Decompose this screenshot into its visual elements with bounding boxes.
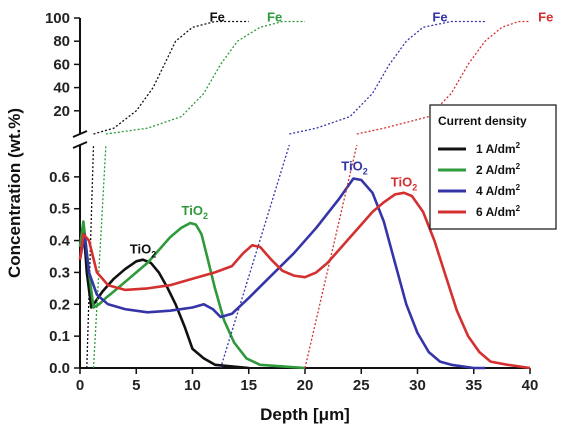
y-tick-label-upper: 60	[53, 56, 70, 73]
fe-curve-line	[105, 20, 305, 135]
annotation-text: Fe	[210, 9, 225, 24]
legend-entry-text: 4 A/dm	[476, 184, 516, 198]
tio2-label: TiO2	[182, 203, 208, 221]
x-tick-label: 25	[353, 377, 370, 394]
x-tick-label: 20	[297, 377, 314, 394]
y-tick-label-upper: 40	[53, 80, 70, 97]
tio2-profile-line	[78, 177, 485, 370]
annotation-text: Fe	[432, 9, 447, 24]
annotation-text: Fe	[538, 9, 553, 24]
annotation-subscript: 2	[412, 182, 417, 192]
annotation-subscript: 2	[203, 211, 208, 221]
tio2-label: TiO2	[341, 158, 367, 176]
annotation-text: TiO	[182, 203, 203, 218]
fe-label: Fe	[432, 9, 447, 24]
series	[78, 20, 249, 370]
legend-entry: 6 A/dm2	[476, 204, 521, 219]
fe-transition-line	[219, 144, 290, 369]
tio2-profile-line	[78, 191, 531, 370]
annotation-subscript: 2	[151, 249, 156, 259]
fe-label: Fe	[210, 9, 225, 24]
legend-entry-text: 1 A/dm	[476, 142, 516, 156]
axis-break-marks	[72, 130, 88, 149]
series	[78, 20, 531, 370]
y-axis-title: Concentration (wt.%)	[5, 108, 24, 278]
y-tick-label-lower: 0.6	[49, 169, 70, 186]
y-tick-label-lower: 0.3	[49, 264, 70, 281]
y-tick-label-lower: 0.2	[49, 296, 70, 313]
y-tick-label-lower: 0.0	[49, 360, 70, 377]
axis-break-mark	[72, 130, 88, 138]
annotation-text: TiO	[391, 174, 412, 189]
y-tick-label-lower: 0.5	[49, 201, 70, 218]
x-tick-label: 40	[522, 377, 539, 394]
legend-entry-superscript: 2	[516, 204, 521, 213]
annotation-text: Fe	[267, 9, 282, 24]
x-axis-title: Depth [μm]	[260, 405, 350, 424]
fe-curve-line	[93, 20, 249, 135]
fe-transition-line	[86, 144, 95, 369]
x-tick-label: 5	[132, 377, 140, 394]
y-tick-label-upper: 100	[45, 10, 70, 27]
legend-entry: 4 A/dm2	[476, 183, 521, 198]
tio2-label: TiO2	[391, 174, 417, 192]
y-tick-label-upper: 80	[53, 33, 70, 50]
series	[78, 20, 306, 370]
fe-curve-line	[289, 20, 485, 135]
series-layer	[78, 20, 531, 370]
annotation-text: TiO	[130, 241, 151, 256]
axis-break-mark	[72, 141, 88, 149]
x-tick-label: 15	[240, 377, 257, 394]
legend-entry-text: 2 A/dm	[476, 163, 516, 177]
legend-box	[429, 104, 557, 230]
axes: 0 5 10 15 20 25 30 35 40 0.0 0.1 0.2 0.3 0.4 0.5 0.6 20 4…	[45, 10, 538, 394]
fe-transition-line	[92, 144, 107, 369]
legend-entry: 2 A/dm2	[476, 162, 521, 177]
annotation-text: TiO	[341, 158, 362, 173]
y-tick-label-lower: 0.4	[49, 233, 71, 250]
legend-entry-superscript: 2	[516, 183, 521, 192]
x-tick-label: 30	[409, 377, 426, 394]
x-tick-label: 35	[465, 377, 482, 394]
y-tick-label-upper: 20	[53, 103, 70, 120]
x-tick-label: 0	[76, 377, 84, 394]
fe-transition-line	[304, 144, 358, 369]
tio2-label: TiO2	[130, 241, 156, 259]
legend-entry-superscript: 2	[516, 141, 521, 150]
legend-entry: 1 A/dm2	[476, 141, 521, 156]
legend-title: Current density	[438, 114, 527, 128]
tio2-profile-line	[78, 220, 306, 370]
fe-label: Fe	[267, 9, 282, 24]
y-tick-label-lower: 0.1	[49, 328, 70, 345]
legend-entry-superscript: 2	[516, 162, 521, 171]
series	[78, 20, 485, 370]
legend-entry-text: 6 A/dm	[476, 205, 516, 219]
tio2-profile-line	[78, 223, 249, 370]
fe-label: Fe	[538, 9, 553, 24]
x-tick-label: 10	[184, 377, 201, 394]
annotation-subscript: 2	[363, 166, 368, 176]
